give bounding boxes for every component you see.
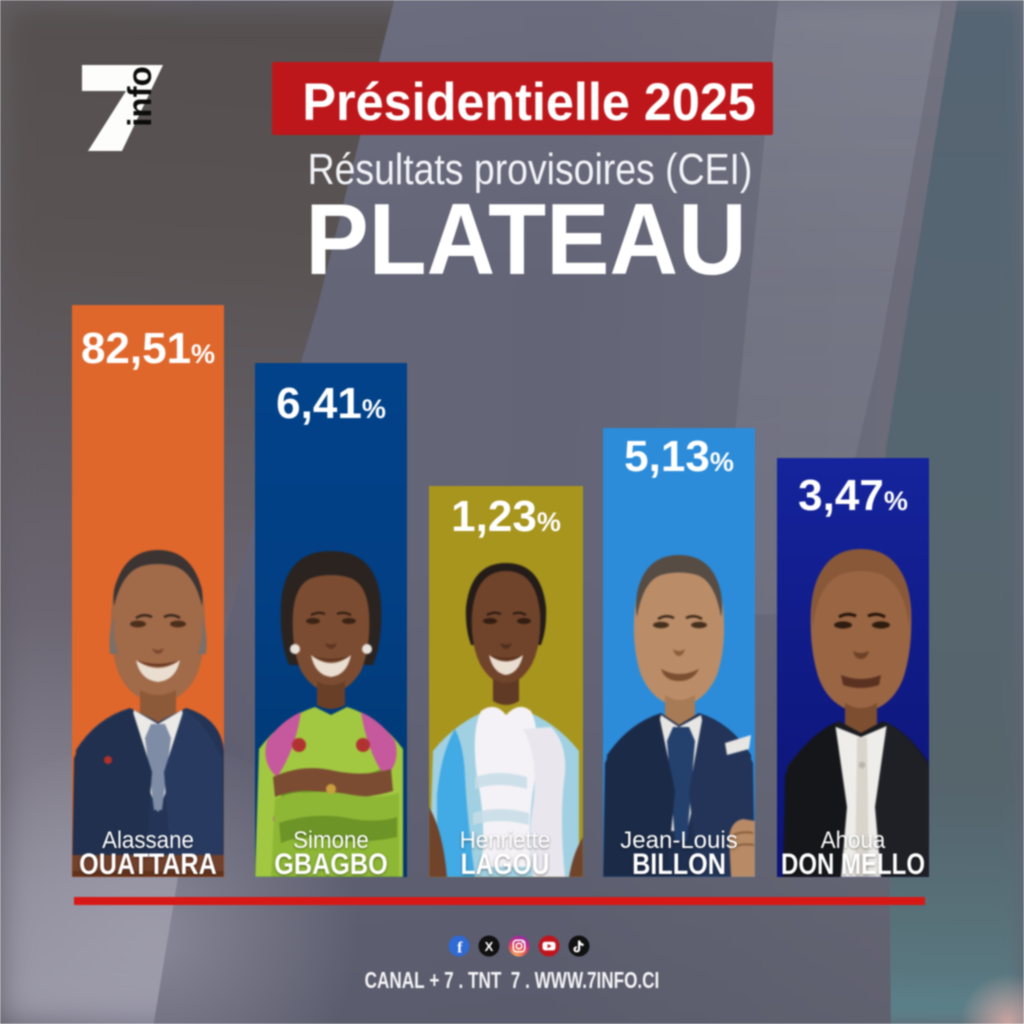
svg-text:f: f bbox=[457, 940, 463, 957]
svg-text:info: info bbox=[121, 66, 158, 126]
svg-text:X: X bbox=[485, 939, 494, 954]
